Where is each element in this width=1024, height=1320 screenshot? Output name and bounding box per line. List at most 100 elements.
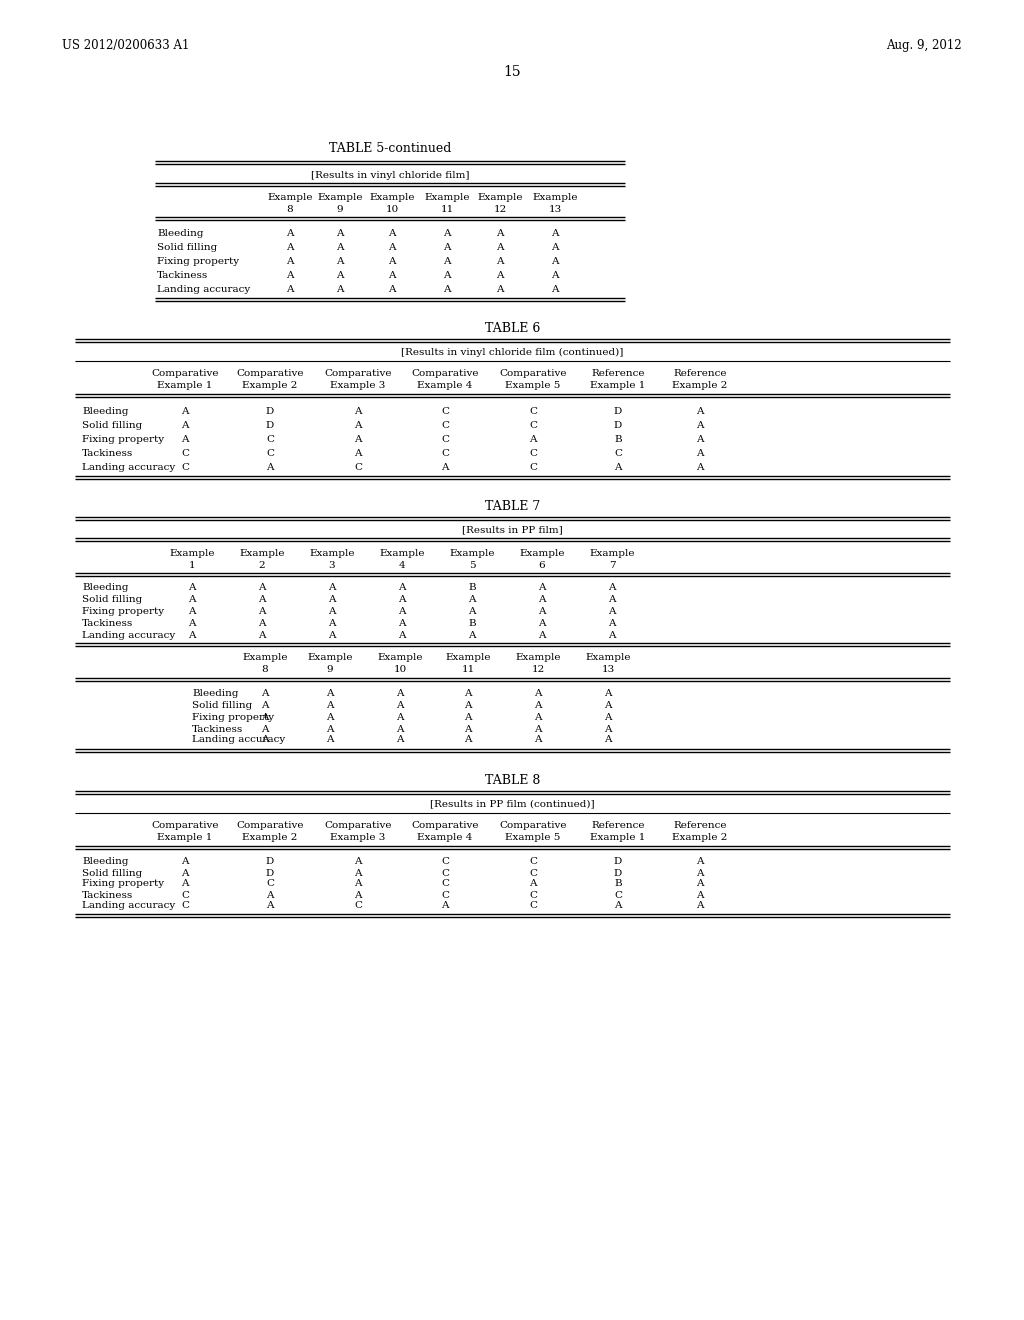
Text: Landing accuracy: Landing accuracy [82, 462, 175, 471]
Text: Example: Example [267, 194, 312, 202]
Text: Fixing property: Fixing property [82, 607, 164, 616]
Text: Example 3: Example 3 [331, 381, 386, 391]
Text: TABLE 8: TABLE 8 [484, 774, 541, 787]
Text: A: A [258, 619, 266, 627]
Text: A: A [261, 701, 268, 710]
Text: A: A [604, 735, 611, 744]
Text: A: A [535, 701, 542, 710]
Text: Comparative: Comparative [152, 821, 219, 830]
Text: 10: 10 [393, 665, 407, 675]
Text: A: A [354, 449, 361, 458]
Text: Example: Example [424, 194, 470, 202]
Text: Example 1: Example 1 [158, 381, 213, 391]
Text: B: B [614, 434, 622, 444]
Text: A: A [696, 857, 703, 866]
Text: A: A [396, 701, 403, 710]
Text: Example: Example [370, 194, 415, 202]
Text: A: A [464, 725, 472, 734]
Text: A: A [443, 271, 451, 280]
Text: Comparative: Comparative [325, 821, 392, 830]
Text: A: A [608, 583, 615, 593]
Text: A: A [188, 583, 196, 593]
Text: Bleeding: Bleeding [157, 228, 204, 238]
Text: Tackiness: Tackiness [157, 271, 208, 280]
Text: Comparative: Comparative [325, 370, 392, 379]
Text: A: A [329, 607, 336, 616]
Text: A: A [388, 256, 395, 265]
Text: C: C [614, 449, 622, 458]
Text: A: A [287, 256, 294, 265]
Text: Comparative: Comparative [500, 370, 566, 379]
Text: Example 4: Example 4 [418, 833, 473, 842]
Text: A: A [354, 869, 361, 878]
Text: A: A [327, 701, 334, 710]
Text: C: C [266, 449, 274, 458]
Text: Reference: Reference [673, 821, 727, 830]
Text: Bleeding: Bleeding [193, 689, 239, 698]
Text: A: A [336, 256, 344, 265]
Text: 3: 3 [329, 561, 335, 569]
Text: 4: 4 [398, 561, 406, 569]
Text: Comparative: Comparative [500, 821, 566, 830]
Text: A: A [604, 689, 611, 698]
Text: Example: Example [377, 653, 423, 663]
Text: A: A [266, 462, 273, 471]
Text: Reference: Reference [591, 821, 645, 830]
Text: Tackiness: Tackiness [82, 449, 133, 458]
Text: Bleeding: Bleeding [82, 857, 128, 866]
Text: C: C [354, 462, 362, 471]
Text: A: A [327, 689, 334, 698]
Text: TABLE 7: TABLE 7 [485, 499, 540, 512]
Text: C: C [441, 879, 449, 888]
Text: A: A [608, 607, 615, 616]
Text: A: A [464, 713, 472, 722]
Text: Comparative: Comparative [237, 821, 304, 830]
Text: A: A [266, 891, 273, 899]
Text: A: A [614, 462, 622, 471]
Text: D: D [613, 857, 623, 866]
Text: C: C [529, 407, 537, 416]
Text: Fixing property: Fixing property [193, 713, 274, 722]
Text: [Results in vinyl chloride film]: [Results in vinyl chloride film] [310, 170, 469, 180]
Text: C: C [181, 449, 189, 458]
Text: Example: Example [450, 549, 495, 557]
Text: A: A [497, 271, 504, 280]
Text: C: C [529, 449, 537, 458]
Text: A: A [468, 595, 476, 605]
Text: A: A [535, 735, 542, 744]
Text: B: B [614, 879, 622, 888]
Text: Example: Example [317, 194, 362, 202]
Text: Example: Example [445, 653, 490, 663]
Text: Example: Example [169, 549, 215, 557]
Text: 15: 15 [503, 65, 521, 79]
Text: 1: 1 [188, 561, 196, 569]
Text: TABLE 6: TABLE 6 [484, 322, 541, 334]
Text: Comparative: Comparative [412, 370, 479, 379]
Text: A: A [551, 285, 559, 294]
Text: A: A [188, 607, 196, 616]
Text: A: A [396, 689, 403, 698]
Text: 6: 6 [539, 561, 546, 569]
Text: Example: Example [589, 549, 635, 557]
Text: Solid filling: Solid filling [157, 243, 217, 252]
Text: 2: 2 [259, 561, 265, 569]
Text: B: B [468, 619, 476, 627]
Text: Solid filling: Solid filling [82, 595, 142, 605]
Text: A: A [497, 256, 504, 265]
Text: Example 1: Example 1 [158, 833, 213, 842]
Text: A: A [181, 421, 188, 429]
Text: A: A [535, 689, 542, 698]
Text: A: A [398, 595, 406, 605]
Text: Example 2: Example 2 [243, 381, 298, 391]
Text: A: A [181, 879, 188, 888]
Text: A: A [388, 243, 395, 252]
Text: Tackiness: Tackiness [82, 619, 133, 627]
Text: Example 5: Example 5 [505, 833, 561, 842]
Text: A: A [696, 434, 703, 444]
Text: 5: 5 [469, 561, 475, 569]
Text: A: A [539, 631, 546, 639]
Text: Tackiness: Tackiness [82, 891, 133, 899]
Text: A: A [443, 228, 451, 238]
Text: US 2012/0200633 A1: US 2012/0200633 A1 [62, 40, 189, 53]
Text: A: A [497, 285, 504, 294]
